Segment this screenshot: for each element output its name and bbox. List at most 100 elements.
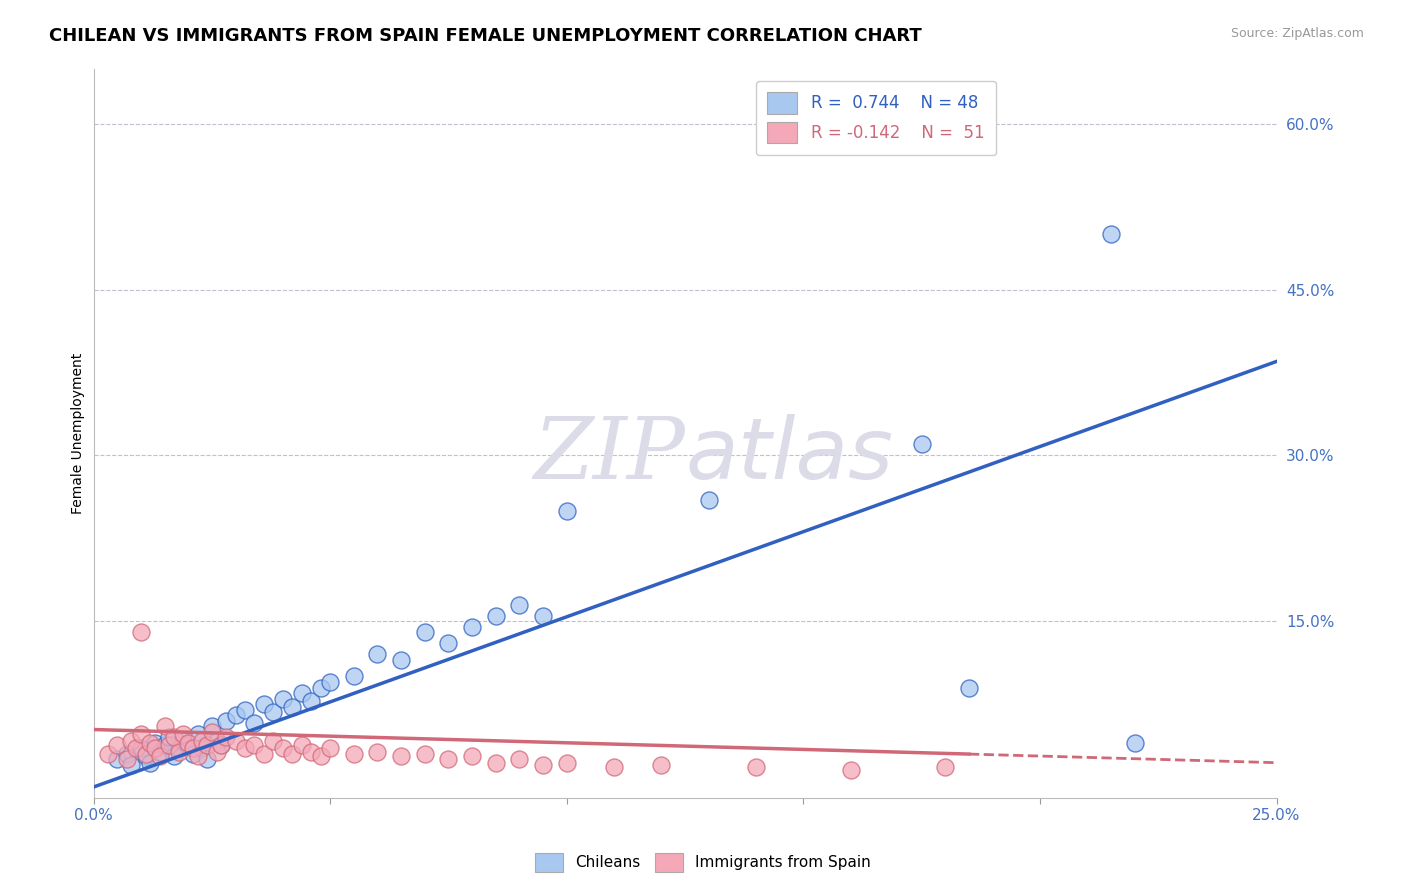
Point	[97, 747, 120, 761]
Point	[187, 749, 209, 764]
Point	[195, 738, 218, 752]
Point	[139, 736, 162, 750]
Point	[225, 733, 247, 747]
Y-axis label: Female Unemployment: Female Unemployment	[72, 352, 86, 514]
Point	[191, 741, 214, 756]
Text: ZIP: ZIP	[533, 414, 685, 497]
Point	[389, 653, 412, 667]
Point	[105, 752, 128, 766]
Point	[163, 749, 186, 764]
Point	[1099, 227, 1122, 242]
Point	[215, 731, 238, 745]
Point	[191, 733, 214, 747]
Point	[125, 741, 148, 756]
Text: atlas: atlas	[685, 414, 893, 497]
Point	[172, 727, 194, 741]
Point	[697, 492, 720, 507]
Point	[839, 764, 862, 778]
Point	[650, 758, 672, 772]
Point	[281, 700, 304, 714]
Point	[485, 608, 508, 623]
Point	[120, 758, 142, 772]
Point	[181, 741, 204, 756]
Text: CHILEAN VS IMMIGRANTS FROM SPAIN FEMALE UNEMPLOYMENT CORRELATION CHART: CHILEAN VS IMMIGRANTS FROM SPAIN FEMALE …	[49, 27, 922, 45]
Point	[233, 741, 256, 756]
Point	[205, 733, 228, 747]
Point	[389, 749, 412, 764]
Point	[508, 598, 530, 612]
Point	[172, 733, 194, 747]
Point	[319, 741, 342, 756]
Point	[129, 625, 152, 640]
Point	[485, 756, 508, 770]
Point	[309, 749, 332, 764]
Point	[437, 636, 460, 650]
Point	[271, 691, 294, 706]
Point	[129, 741, 152, 756]
Point	[281, 747, 304, 761]
Point	[120, 733, 142, 747]
Point	[319, 675, 342, 690]
Point	[153, 719, 176, 733]
Point	[299, 745, 322, 759]
Point	[957, 681, 980, 695]
Point	[187, 727, 209, 741]
Point	[1123, 736, 1146, 750]
Point	[253, 747, 276, 761]
Legend: Chileans, Immigrants from Spain: Chileans, Immigrants from Spain	[527, 845, 879, 880]
Point	[139, 756, 162, 770]
Point	[115, 752, 138, 766]
Point	[163, 731, 186, 745]
Point	[555, 503, 578, 517]
Point	[149, 749, 172, 764]
Point	[934, 760, 956, 774]
Point	[291, 738, 314, 752]
Point	[115, 747, 138, 761]
Point	[413, 747, 436, 761]
Point	[461, 620, 484, 634]
Point	[271, 741, 294, 756]
Point	[215, 714, 238, 728]
Point	[167, 741, 190, 756]
Point	[167, 745, 190, 759]
Point	[366, 648, 388, 662]
Point	[243, 715, 266, 730]
Point	[233, 703, 256, 717]
Point	[262, 733, 284, 747]
Point	[153, 738, 176, 752]
Point	[143, 741, 166, 756]
Point	[262, 705, 284, 719]
Point	[555, 756, 578, 770]
Point	[531, 608, 554, 623]
Point	[149, 745, 172, 759]
Point	[243, 738, 266, 752]
Legend: R =  0.744    N = 48, R = -0.142    N =  51: R = 0.744 N = 48, R = -0.142 N = 51	[756, 80, 995, 155]
Point	[343, 747, 366, 761]
Point	[205, 745, 228, 759]
Point	[201, 719, 224, 733]
Point	[209, 738, 232, 752]
Point	[181, 747, 204, 761]
Point	[195, 752, 218, 766]
Point	[209, 738, 232, 752]
Point	[299, 694, 322, 708]
Point	[105, 738, 128, 752]
Point	[129, 727, 152, 741]
Point	[157, 731, 180, 745]
Point	[343, 669, 366, 683]
Point	[413, 625, 436, 640]
Point	[177, 736, 200, 750]
Point	[461, 749, 484, 764]
Point	[911, 437, 934, 451]
Point	[291, 686, 314, 700]
Text: Source: ZipAtlas.com: Source: ZipAtlas.com	[1230, 27, 1364, 40]
Point	[201, 724, 224, 739]
Point	[177, 738, 200, 752]
Point	[745, 760, 768, 774]
Point	[157, 738, 180, 752]
Point	[253, 697, 276, 711]
Point	[143, 736, 166, 750]
Point	[603, 760, 626, 774]
Point	[135, 747, 157, 761]
Point	[366, 745, 388, 759]
